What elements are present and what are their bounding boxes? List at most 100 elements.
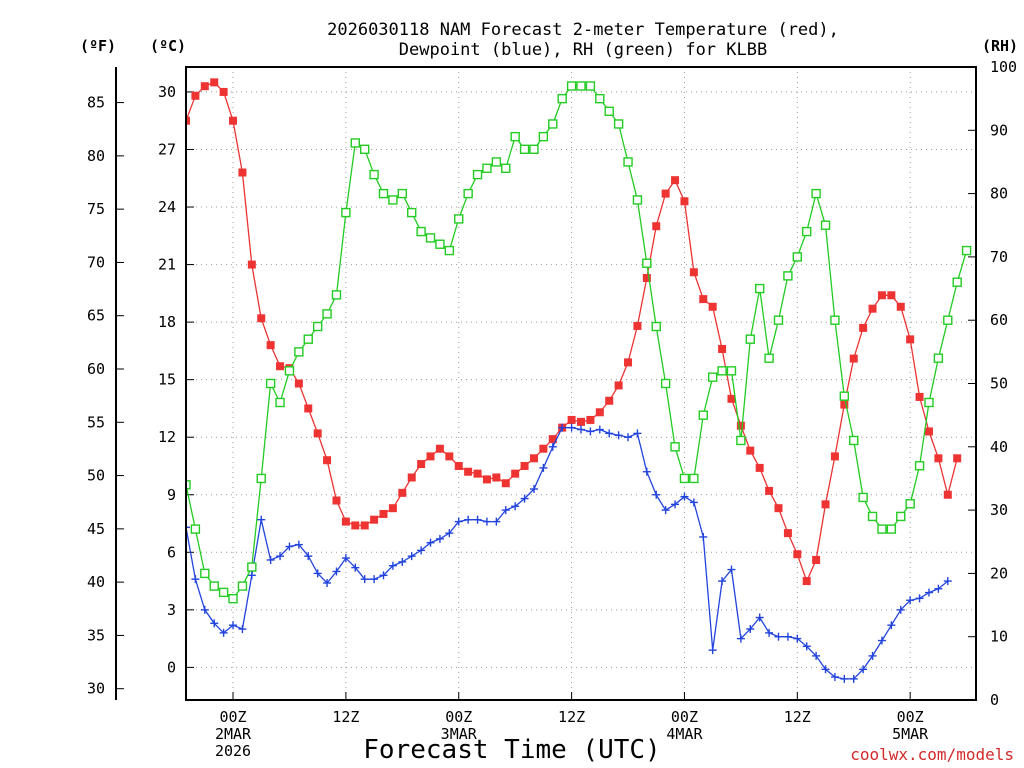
- 2-meter-temperature-point: [577, 417, 585, 426]
- dewpoint-point: [774, 632, 783, 641]
- rh-point: [886, 524, 897, 534]
- fahrenheit-tick-label: 85: [87, 94, 105, 112]
- dewpoint-point: [360, 575, 369, 584]
- 2-meter-temperature-point: [812, 555, 821, 564]
- 2-meter-temperature-point: [323, 456, 332, 465]
- rh-point: [388, 195, 398, 205]
- 2-meter-temperature-point: [379, 509, 388, 518]
- rh-point: [604, 106, 614, 117]
- 2-meter-temperature-point: [586, 415, 595, 424]
- dewpoint-point: [699, 532, 708, 541]
- 2-meter-temperature-point: [699, 295, 708, 304]
- dewpoint-point: [200, 605, 209, 614]
- 2-meter-temperature-point: [229, 116, 238, 125]
- rh-point: [519, 144, 530, 154]
- 2-meter-temperature-point: [671, 176, 680, 185]
- 2-meter-temperature-point: [727, 394, 736, 403]
- rh-tick-label: 20: [990, 564, 1008, 582]
- dewpoint-point: [492, 517, 501, 526]
- rh-point: [707, 372, 718, 382]
- rh-point: [472, 169, 483, 180]
- dewpoint-point: [577, 425, 585, 434]
- 2-meter-temperature-point: [388, 504, 397, 513]
- dewpoint-point: [266, 555, 275, 564]
- dewpoint-point: [482, 517, 491, 526]
- dewpoint-point: [426, 538, 435, 547]
- rh-tick-label: 10: [990, 628, 1008, 646]
- rh-point: [510, 131, 520, 142]
- dewpoint-point: [435, 534, 444, 543]
- rh-point: [754, 283, 765, 294]
- 2-meter-temperature-point: [210, 78, 219, 87]
- 2-meter-temperature-point: [332, 496, 341, 505]
- series-clip-group: [186, 78, 972, 683]
- 2-meter-temperature-point: [341, 517, 350, 526]
- dewpoint-point: [520, 494, 529, 503]
- rh-point: [717, 366, 727, 376]
- celsius-tick-label: 12: [158, 428, 176, 446]
- rh-point: [350, 138, 360, 148]
- rh-axis-label: (RH): [982, 37, 1018, 55]
- dewpoint-point: [793, 634, 802, 643]
- rh-point: [265, 378, 276, 389]
- dewpoint-point: [924, 588, 933, 597]
- dewpoint-point: [313, 569, 322, 578]
- rh-point: [454, 214, 464, 224]
- 2-meter-temperature-point: [186, 116, 190, 125]
- rh-tick-label: 0: [990, 691, 999, 709]
- 2-meter-temperature-point: [906, 335, 915, 344]
- time-tick-label: 12Z: [784, 708, 811, 726]
- 2-meter-temperature-point: [718, 344, 727, 353]
- 2-meter-temperature-point: [501, 479, 510, 488]
- time-tick-label: 00Z: [445, 708, 472, 726]
- dewpoint-point: [840, 674, 849, 683]
- 2-meter-temperature-line: [186, 81, 958, 583]
- 2-meter-temperature-point: [407, 473, 416, 482]
- celsius-tick-label: 6: [167, 543, 176, 561]
- time-tick-label: 12Z: [558, 708, 585, 726]
- 2-meter-temperature-point: [821, 500, 830, 509]
- rh-point: [397, 188, 408, 199]
- 2-meter-temperature-point: [793, 550, 802, 559]
- dewpoint-point: [727, 565, 736, 574]
- 2-meter-temperature-point: [426, 452, 435, 461]
- celsius-tick-label: 9: [167, 486, 176, 504]
- dewpoint-point: [548, 442, 557, 451]
- rh-point: [416, 226, 426, 237]
- rh-point: [858, 492, 868, 503]
- dewpoint-point: [219, 628, 228, 637]
- dewpoint-point: [539, 463, 548, 472]
- 2-meter-temperature-point: [708, 302, 717, 311]
- rh-point: [331, 290, 342, 300]
- dewpoint-point: [238, 625, 247, 634]
- 2-meter-temperature-point: [257, 314, 266, 323]
- 2-meter-temperature-point: [266, 341, 275, 350]
- dewpoint-point: [511, 502, 520, 511]
- fahrenheit-tick-label: 55: [87, 413, 105, 431]
- celsius-tick-label: 18: [158, 313, 176, 331]
- 2-meter-temperature-point: [482, 475, 491, 484]
- 2-meter-temperature-point: [351, 521, 360, 530]
- rh-point: [303, 334, 313, 344]
- fahrenheit-tick-label: 30: [87, 680, 105, 698]
- celsius-tick-label: 21: [158, 256, 176, 274]
- 2-meter-temperature-point: [548, 435, 557, 444]
- dewpoint-point: [276, 552, 285, 561]
- dewpoint-point: [812, 651, 821, 660]
- 2-meter-temperature-point: [633, 321, 642, 330]
- dewpoint-point: [689, 498, 698, 507]
- 2-meter-temperature-point: [370, 515, 379, 524]
- dewpoint-point: [859, 665, 868, 674]
- dewpoint-point: [341, 554, 350, 563]
- dewpoint-point: [736, 634, 745, 643]
- 2-meter-temperature-point: [859, 323, 868, 332]
- rh-point: [802, 226, 812, 237]
- dewpoint-point: [877, 636, 886, 645]
- 2-meter-temperature-point: [924, 427, 933, 436]
- dewpoint-point: [680, 492, 689, 501]
- rh-point: [237, 581, 248, 591]
- rh-tick-label: 90: [990, 121, 1008, 139]
- time-tick-label: 3MAR: [441, 725, 478, 743]
- rh-point: [632, 195, 643, 205]
